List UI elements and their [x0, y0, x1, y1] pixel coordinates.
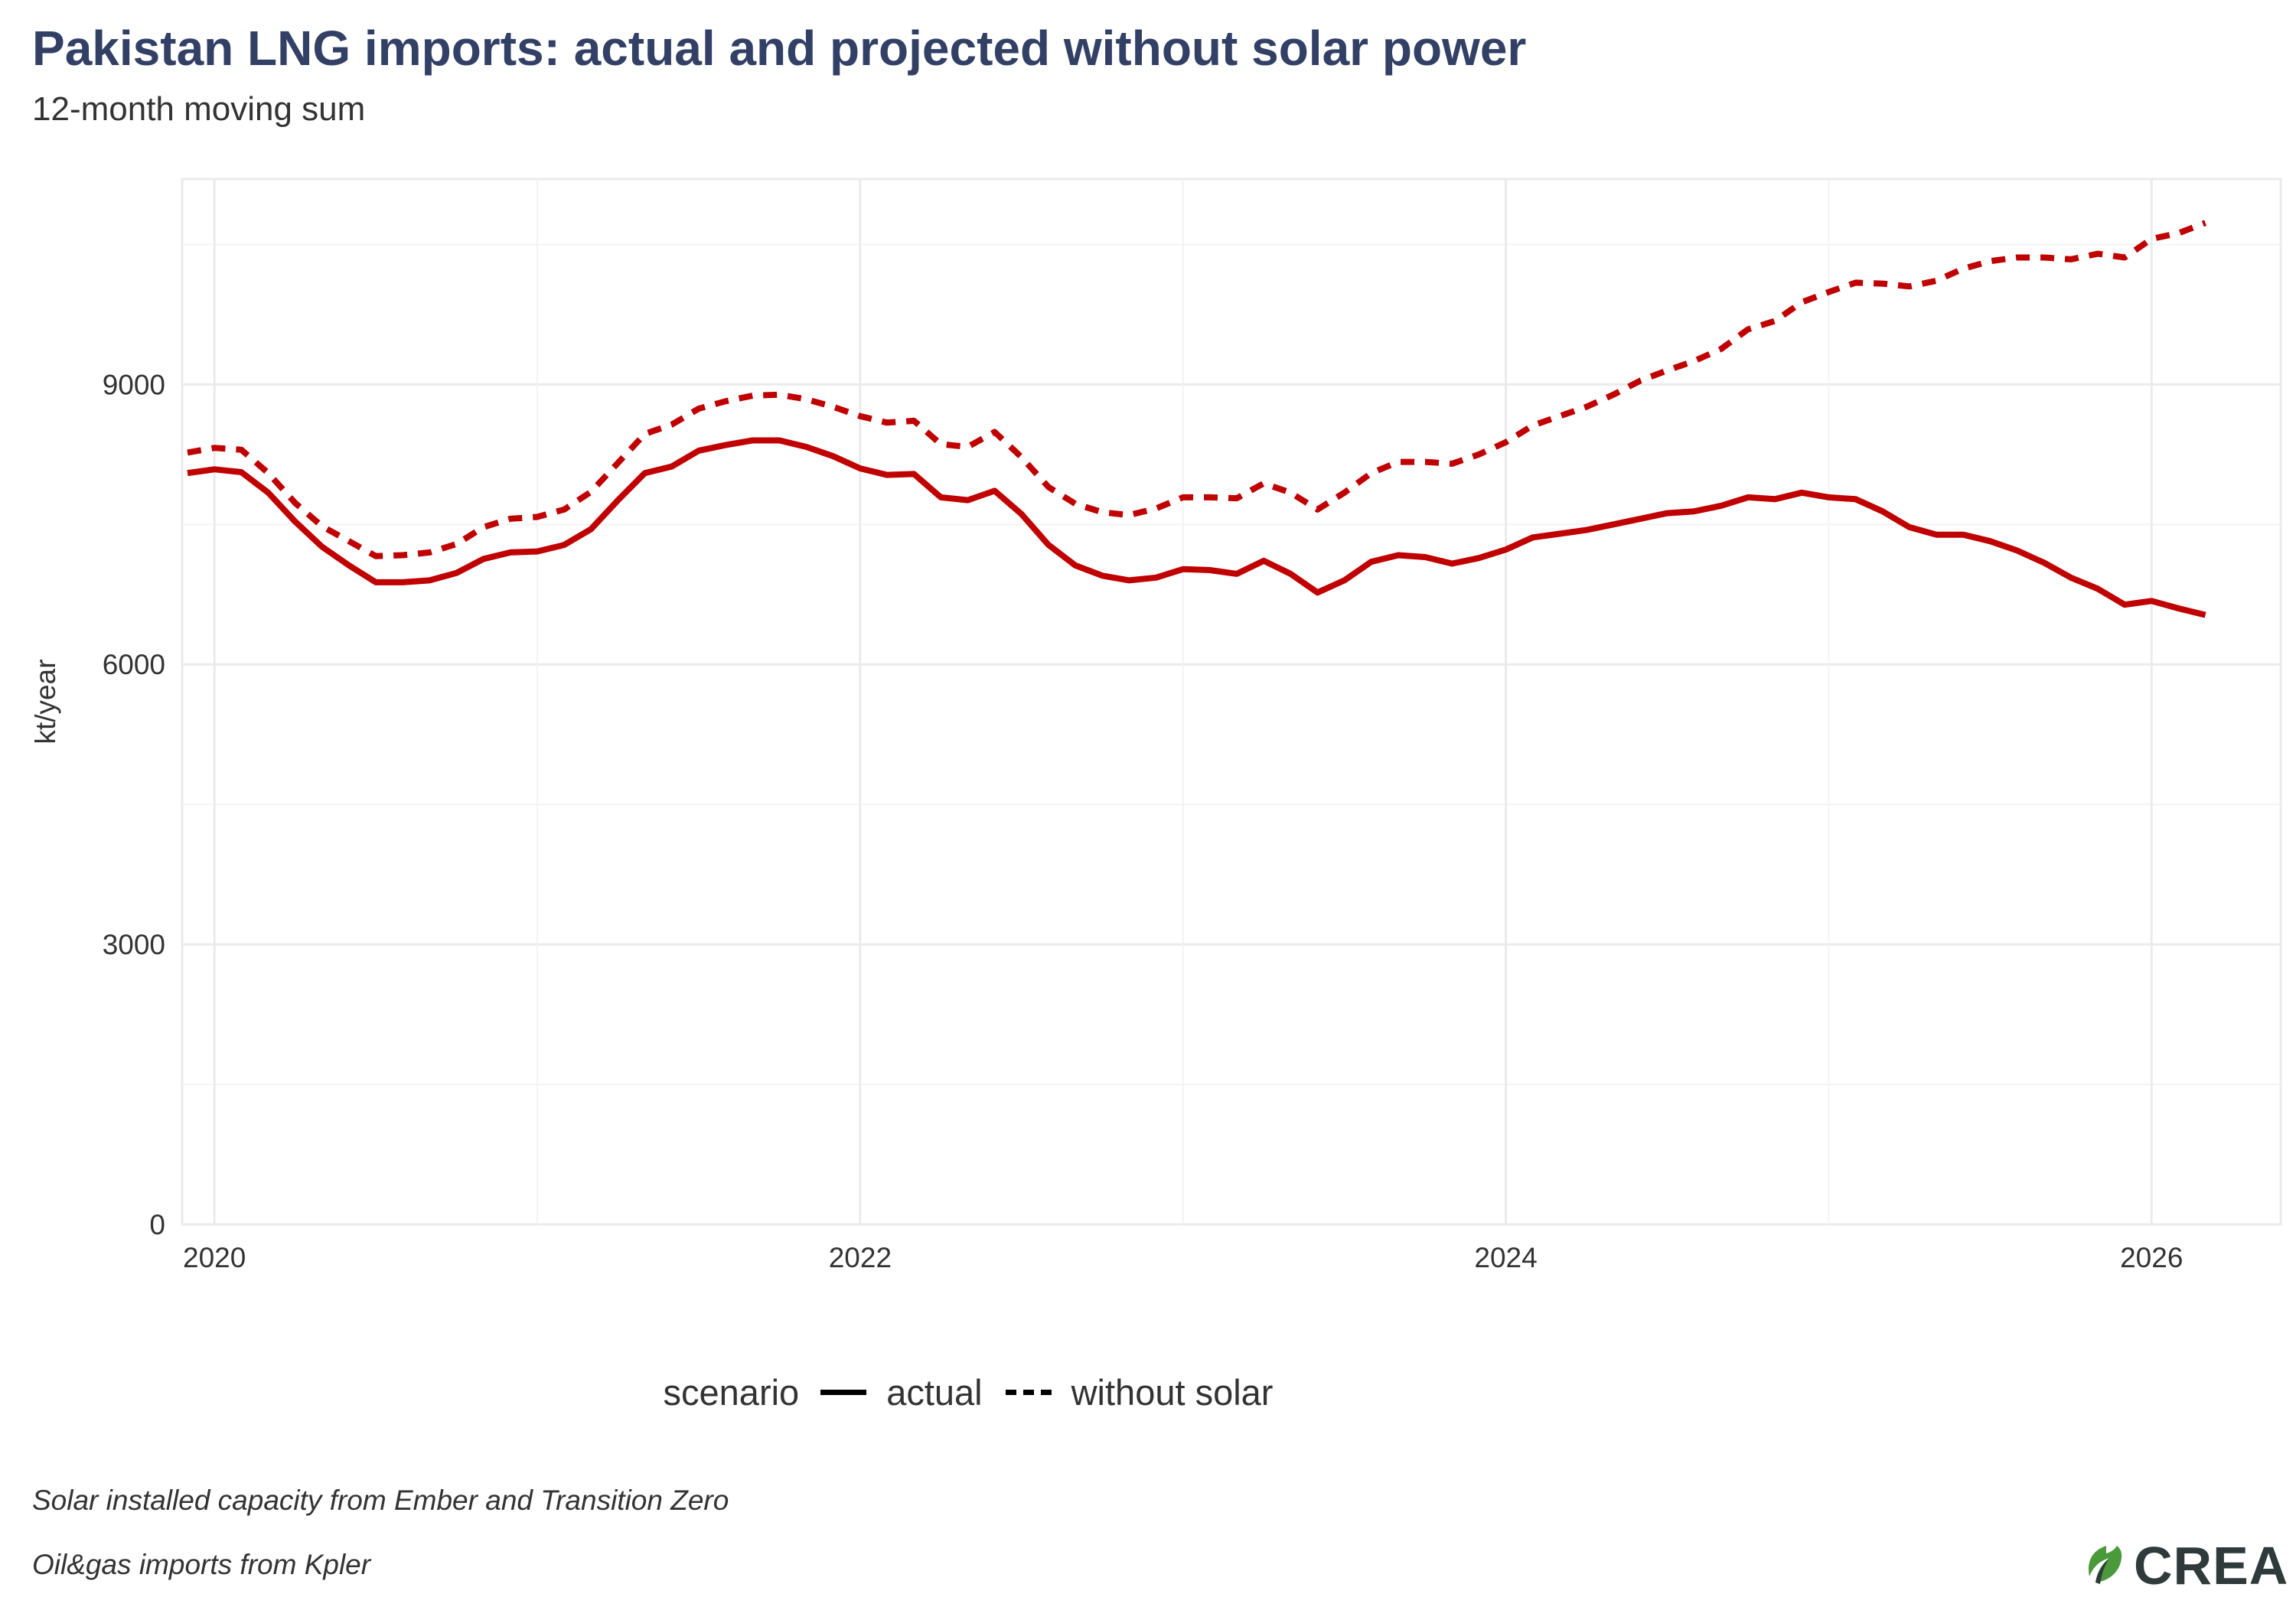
series-lines [187, 220, 2207, 618]
x-tick-label-2024: 2024 [1474, 1242, 1537, 1273]
x-tick-label-2020: 2020 [183, 1242, 246, 1273]
x-axis-ticks: 2020 2022 2024 2026 [183, 1242, 2183, 1273]
legend: scenario actual without solar [0, 1371, 1959, 1413]
y-tick-label-3000: 3000 [103, 929, 165, 960]
legend-title: scenario [663, 1372, 800, 1413]
crea-logo: CREA [2083, 1535, 2288, 1596]
legend-item-actual: actual [820, 1371, 983, 1413]
legend-key-dashed-line [1005, 1390, 1052, 1395]
crea-logo-text: CREA [2134, 1536, 2289, 1596]
chart-subtitle: 12-month moving sum [32, 90, 366, 128]
y-tick-label-9000: 9000 [103, 369, 165, 400]
chart-title: Pakistan LNG imports: actual and project… [32, 21, 1527, 76]
legend-item-without-solar: without solar [1005, 1371, 1274, 1413]
grid-lines [182, 179, 2281, 1226]
source-caption-solar: Solar installed capacity from Ember and … [32, 1485, 729, 1516]
y-tick-label-6000: 6000 [103, 649, 165, 680]
legend-label-actual: actual [886, 1372, 983, 1413]
y-axis-ticks: 0 3000 6000 9000 [103, 369, 165, 1240]
series-line-actual [187, 437, 2206, 618]
crea-leaf-icon [2088, 1546, 2122, 1584]
x-tick-label-2026: 2026 [2120, 1242, 2183, 1273]
legend-label-without-solar: without solar [1071, 1372, 1274, 1413]
line-chart: 0 3000 6000 9000 2020 2022 2024 2026 kt/year [30, 178, 2282, 1273]
source-caption-imports: Oil&gas imports from Kpler [32, 1549, 371, 1580]
legend-key-solid-line [820, 1390, 867, 1395]
y-tick-label-0: 0 [149, 1209, 165, 1240]
x-tick-label-2022: 2022 [829, 1242, 892, 1273]
series-line-without-solar [187, 220, 2207, 559]
y-axis-title: kt/year [30, 659, 61, 744]
plot-panel [181, 178, 2282, 1226]
